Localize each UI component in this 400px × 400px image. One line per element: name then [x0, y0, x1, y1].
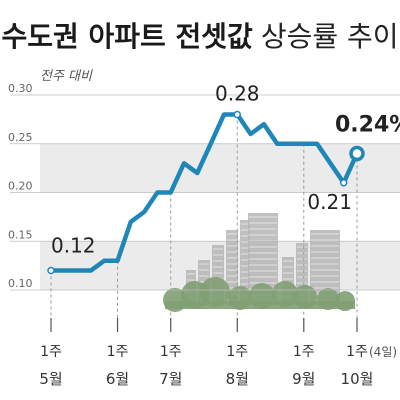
chart-title: 수도권 아파트 전셋값 상승률 추이	[1, 20, 398, 53]
x-week-suffix: (4일)	[369, 345, 397, 359]
point-marker	[47, 266, 55, 275]
x-month-label: 5월	[39, 370, 62, 388]
x-week-label: 1주	[346, 344, 368, 360]
x-week-label: 1주	[160, 344, 182, 360]
tree	[272, 281, 298, 307]
x-week-label: 1주	[226, 344, 248, 360]
y-tick-label: 0.25	[8, 131, 33, 144]
point-marker	[339, 179, 348, 187]
tree	[200, 277, 230, 307]
point-marker	[233, 110, 242, 119]
y-tick-label: 0.20	[8, 180, 33, 193]
value-label: 0.21	[307, 190, 352, 214]
y-gridlines	[10, 94, 400, 291]
value-label: 0.12	[51, 234, 96, 258]
y-tick-label: 0.15	[8, 228, 33, 241]
chart-title-light: 상승률 추이	[261, 20, 399, 53]
series-line	[48, 112, 360, 273]
chart-title-bold: 수도권 아파트 전셋값	[1, 20, 253, 53]
x-month-label: 8월	[226, 370, 249, 388]
end-point-marker	[349, 145, 365, 162]
chart-subtitle: 전주 대비	[40, 69, 93, 84]
x-week-label: 1주	[107, 344, 129, 360]
x-month-label: 10월	[341, 370, 374, 388]
value-label: 0.24%	[335, 113, 400, 138]
x-month-label: 6월	[106, 370, 129, 388]
y-tick-labels: 0.10 0.15 0.20 0.25 0.30	[8, 82, 33, 290]
building	[240, 220, 250, 305]
band	[40, 143, 400, 193]
y-tick-label: 0.10	[8, 277, 33, 290]
value-label: 0.28	[215, 82, 260, 106]
y-tick-label: 0.30	[8, 82, 33, 95]
city-illustration	[163, 213, 355, 312]
annotations: 0.12 0.28 0.21 0.24%	[47, 82, 400, 275]
building	[226, 230, 238, 305]
series-layer	[48, 112, 360, 273]
hedge	[165, 301, 355, 309]
x-month-label: 9월	[292, 370, 315, 388]
x-month-label: 7월	[159, 370, 182, 388]
x-week-label: 1주	[40, 344, 62, 360]
x-week-label: 1주	[293, 344, 315, 360]
